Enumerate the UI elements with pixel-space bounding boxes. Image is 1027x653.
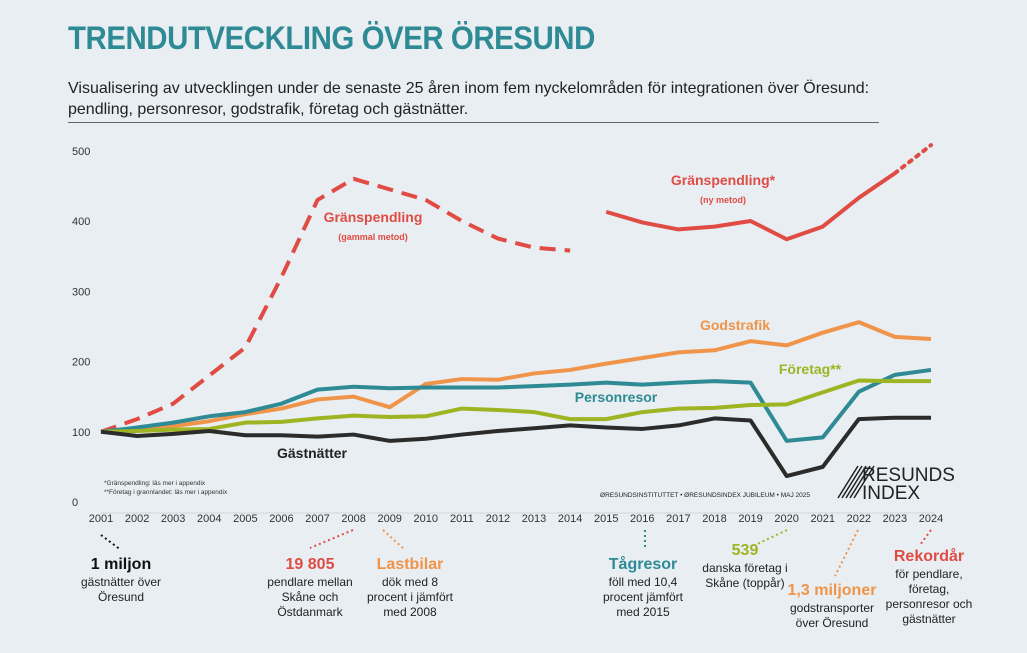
annotation-text: föll med 10,4 procent jämfört med 2015 <box>602 575 684 619</box>
annotation-head: Lastbilar <box>376 556 444 573</box>
logo-stripe <box>841 465 863 499</box>
annotation-head: 539 <box>731 542 759 559</box>
x-tick-label: 2014 <box>558 513 582 525</box>
x-tick-label: 2012 <box>486 513 510 525</box>
series-line <box>100 320 932 434</box>
annotation-text: för pendlare, företag, personresor och g… <box>885 567 973 626</box>
annotation-leader <box>382 529 406 551</box>
x-tick-label: 2015 <box>594 513 618 525</box>
annotation-head: 19 805 <box>285 556 335 573</box>
x-tick-label: 2007 <box>305 513 329 525</box>
annotation-leader <box>100 534 122 551</box>
logo-text-2: INDEX <box>862 483 920 504</box>
logo-stripe <box>849 465 871 499</box>
y-tick-label: 0 <box>72 497 78 509</box>
y-tick-label: 400 <box>72 216 90 228</box>
footnote: **Företag i grannlandet: läs mer i appen… <box>104 489 228 496</box>
annotation: 1 miljon gästnätter över Öresund <box>51 555 191 605</box>
annotation-text: dök med 8 procent i jämfört med 2008 <box>366 575 454 619</box>
x-tick-label: 2005 <box>233 513 257 525</box>
series-label: Personresor <box>575 389 658 405</box>
x-tick-label: 2021 <box>810 513 834 525</box>
x-tick-label: 2010 <box>414 513 438 525</box>
x-tick-label: 2002 <box>125 513 149 525</box>
annotation: Rekordår för pendlare, företag, personres… <box>859 547 999 627</box>
x-tick-label: 2018 <box>702 513 726 525</box>
x-tick-label: 2009 <box>377 513 401 525</box>
annotation: Tågresor föll med 10,4 procent jämfört me… <box>573 555 713 620</box>
annotation: 19 805 pendlare mellan Skåne och Östdanma… <box>240 555 380 620</box>
annotation-text: gästnätter över Öresund <box>80 575 162 604</box>
series-line <box>605 171 897 242</box>
x-tick-label: 2003 <box>161 513 185 525</box>
series-label: Företag** <box>779 361 842 377</box>
footnote: *Gränspendling: läs mer i appendix <box>104 480 206 487</box>
y-tick-label: 500 <box>72 146 90 158</box>
series-label: Gränspendling* <box>671 172 776 188</box>
logo-stripe <box>853 465 875 499</box>
annotation-head: 1,3 miljoner <box>787 582 877 599</box>
series-line <box>100 367 932 443</box>
annotation-head: 1 miljon <box>90 556 152 573</box>
y-tick-label: 200 <box>72 357 90 369</box>
x-tick-label: 2011 <box>450 513 474 525</box>
annotation-head: Rekordår <box>893 548 965 565</box>
annotation-leader <box>309 529 354 549</box>
x-tick-label: 2013 <box>522 513 546 525</box>
series-label: Godstrafik <box>700 317 770 333</box>
logo-stripe <box>837 465 859 499</box>
series-line-projection <box>892 143 933 176</box>
subtitle: Visualisering av utvecklingen under de s… <box>68 80 870 118</box>
series-label: Gästnätter <box>277 445 348 461</box>
x-tick-label: 2024 <box>919 513 943 525</box>
annotation-head: Tågresor <box>608 556 678 573</box>
x-tick-label: 2019 <box>738 513 762 525</box>
credit: ØRESUNDSINSTITUTTET • ØRESUNDSINDEX JUBI… <box>600 492 810 499</box>
x-tick-label: 2023 <box>883 513 907 525</box>
logo-stripe <box>845 465 867 499</box>
annotation-leader <box>919 529 932 546</box>
series-line <box>100 378 931 434</box>
x-tick-label: 2004 <box>197 513 221 525</box>
x-tick-label: 2001 <box>89 513 113 525</box>
series-line <box>100 176 571 434</box>
x-tick-label: 2008 <box>341 513 365 525</box>
logo-text-1: RESUNDS <box>862 465 955 486</box>
x-tick-label: 2022 <box>847 513 871 525</box>
y-tick-label: 300 <box>72 286 90 298</box>
annotation: Lastbilar dök med 8 procent i jämfört med… <box>340 555 480 620</box>
annotation-text: pendlare mellan Skåne och Östdanmark <box>267 575 353 619</box>
annotation-text: danska företag i Skåne (toppår) <box>702 561 788 590</box>
x-tick-label: 2006 <box>269 513 293 525</box>
annotation-text: godstransporter över Öresund <box>789 601 875 630</box>
annotation: 1,3 miljoner godstransporter över Öresund <box>762 581 902 631</box>
annotation: 539 danska företag i Skåne (toppår) <box>675 541 815 591</box>
page-title: TRENDUTVECKLING ÖVER ÖRESUND <box>68 20 595 56</box>
divider <box>68 122 879 123</box>
x-tick-label: 2016 <box>630 513 654 525</box>
series-note: (gammal metod) <box>338 232 408 242</box>
x-tick-label: 2017 <box>666 513 690 525</box>
series-line <box>100 415 931 479</box>
y-tick-label: 100 <box>72 427 90 439</box>
series-note: (ny metod) <box>700 195 746 205</box>
series-label: Gränspendling <box>324 209 423 225</box>
annotation-leader <box>834 529 859 577</box>
annotation-leader <box>754 529 788 546</box>
x-tick-label: 2020 <box>774 513 798 525</box>
